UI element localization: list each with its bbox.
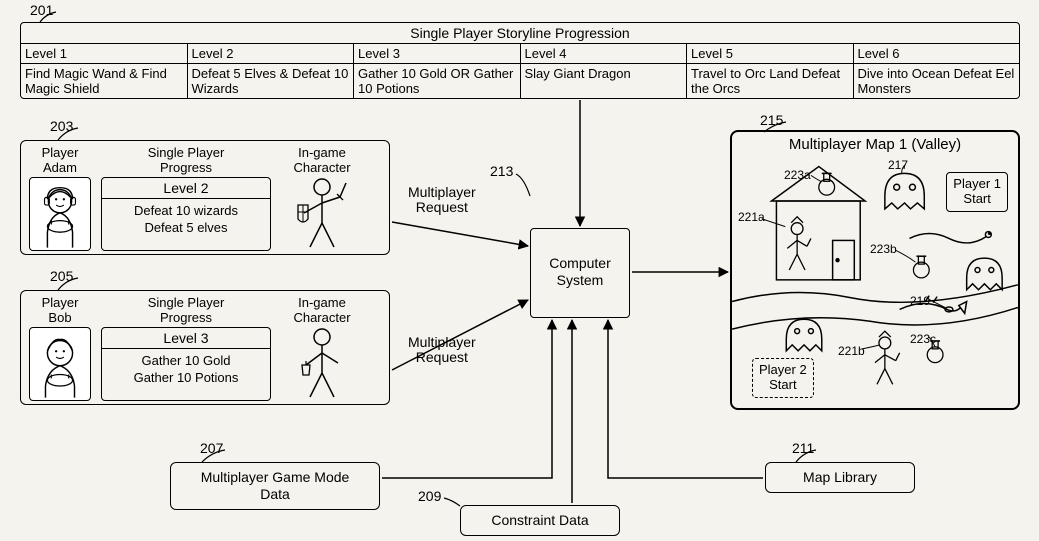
level-2-task: Defeat 5 Elves & Defeat 10 Wizards (188, 64, 355, 98)
level-6-header: Level 6 (854, 44, 1020, 64)
player-bob-tasks: Gather 10 Gold Gather 10 Potions (102, 349, 270, 391)
ref-211: 211 (792, 440, 814, 456)
portrait-bob-icon (30, 328, 90, 400)
player-adam-name-l1: Player (25, 145, 95, 160)
level-1-header: Level 1 (21, 44, 188, 64)
ref-205: 205 (50, 268, 73, 284)
mp-request-label-b: Multiplayer Request (408, 335, 476, 366)
player-bob-task-1: Gather 10 Gold (108, 353, 264, 370)
player-adam-tasks: Defeat 10 wizards Defeat 5 elves (102, 199, 270, 241)
ref-201: 201 (30, 2, 53, 18)
player-bob-level: Level 3 (102, 328, 270, 349)
player-bob-portrait (29, 327, 91, 401)
player-adam-character-icon (292, 175, 352, 255)
map-library-label: Map Library (803, 469, 877, 485)
level-4-task: Slay Giant Dragon (521, 64, 688, 98)
player-bob-name-l1: Player (25, 295, 95, 310)
level-2-header: Level 2 (188, 44, 355, 64)
ref-203: 203 (50, 118, 73, 134)
ref-215: 215 (760, 112, 783, 128)
mp-request-b-l2: Request (408, 350, 476, 365)
ref-213: 213 (490, 163, 513, 179)
player-bob-task-2: Gather 10 Potions (108, 370, 264, 387)
player-bob-progress-col: Single Player Progress Level 3 Gather 10… (101, 295, 271, 400)
storyline-title: Single Player Storyline Progression (21, 23, 1019, 44)
storyline-table: Single Player Storyline Progression Leve… (20, 22, 1020, 99)
storyline-tasks-row: Find Magic Wand & Find Magic Shield Defe… (21, 64, 1019, 98)
level-6-task: Dive into Ocean Defeat Eel Monsters (854, 64, 1020, 98)
level-1-task: Find Magic Wand & Find Magic Shield (21, 64, 188, 98)
player-adam-char-l2: Character (277, 160, 367, 175)
player-bob-character-icon (292, 325, 352, 405)
player-adam-progress-col: Single Player Progress Level 2 Defeat 10… (101, 145, 271, 250)
player-adam-char-col: In-game Character (277, 145, 367, 250)
mp-request-a-l2: Request (408, 200, 476, 215)
map-library-box: Map Library (765, 462, 915, 493)
level-3-task: Gather 10 Gold OR Gather 10 Potions (354, 64, 521, 98)
constraint-data-box: Constraint Data (460, 505, 620, 536)
computer-system-box: Computer System (530, 228, 630, 318)
constraint-data-label: Constraint Data (491, 512, 588, 528)
mp-mode-data-box: Multiplayer Game Mode Data (170, 462, 380, 510)
player-bob-progress-l2: Progress (101, 310, 271, 325)
level-4-header: Level 4 (521, 44, 688, 64)
map-scene-icon (732, 132, 1018, 408)
player-bob-progress-box: Level 3 Gather 10 Gold Gather 10 Potions (101, 327, 271, 401)
player-adam-level: Level 2 (102, 178, 270, 199)
player-bob-char-col: In-game Character (277, 295, 367, 400)
player-adam-progress-l2: Progress (101, 160, 271, 175)
level-3-header: Level 3 (354, 44, 521, 64)
mp-mode-l1: Multiplayer Game Mode (181, 469, 369, 486)
player-adam-progress-box: Level 2 Defeat 10 wizards Defeat 5 elves (101, 177, 271, 251)
mp-request-label-a: Multiplayer Request (408, 185, 476, 216)
level-5-task: Travel to Orc Land Defeat the Orcs (687, 64, 854, 98)
ref-207: 207 (200, 440, 223, 456)
ref-209: 209 (418, 488, 441, 504)
cs-l2: System (531, 272, 629, 289)
multiplayer-map-box: Multiplayer Map 1 (Valley) 217 223a 221a… (730, 130, 1020, 410)
player-adam-char-l1: In-game (277, 145, 367, 160)
player-adam-task-2: Defeat 5 elves (108, 220, 264, 237)
player-adam-portrait (29, 177, 91, 251)
player-adam-progress-l1: Single Player (101, 145, 271, 160)
player-adam-task-1: Defeat 10 wizards (108, 203, 264, 220)
player-adam-name-l2: Adam (25, 160, 95, 175)
storyline-levels-row: Level 1 Level 2 Level 3 Level 4 Level 5 … (21, 44, 1019, 64)
mp-mode-l2: Data (181, 486, 369, 503)
mp-request-a-l1: Multiplayer (408, 185, 476, 200)
player-bob-name-col: Player Bob (25, 295, 95, 400)
player-adam-name-col: Player Adam (25, 145, 95, 250)
player-bob-char-l1: In-game (277, 295, 367, 310)
cs-l1: Computer (531, 255, 629, 272)
portrait-adam-icon (30, 178, 90, 250)
player-adam-box: Player Adam Single Player Progre (20, 140, 390, 255)
mp-request-b-l1: Multiplayer (408, 335, 476, 350)
player-bob-box: Player Bob Single Player Progress Level … (20, 290, 390, 405)
player-bob-char-l2: Character (277, 310, 367, 325)
player-bob-name-l2: Bob (25, 310, 95, 325)
player-bob-progress-l1: Single Player (101, 295, 271, 310)
level-5-header: Level 5 (687, 44, 854, 64)
